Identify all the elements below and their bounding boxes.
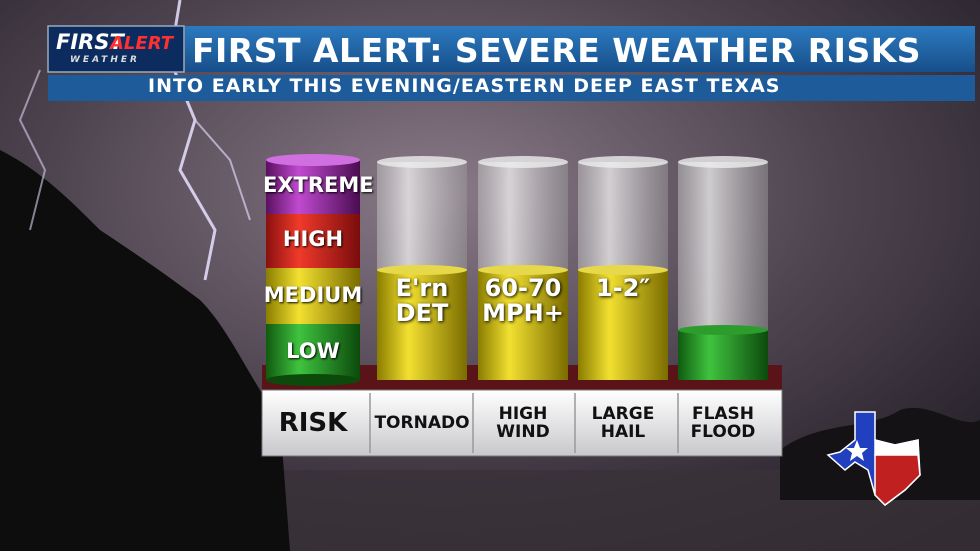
column-label: HIGH WIND xyxy=(496,404,550,442)
fill-text: E'rn DET xyxy=(395,274,449,328)
logo-weather: WEATHER xyxy=(70,55,140,65)
column-label: RISK xyxy=(278,408,348,438)
title: FIRST ALERT: SEVERE WEATHER RISKS xyxy=(192,31,922,70)
subtitle: INTO EARLY THIS EVENING/EASTERN DEEP EAS… xyxy=(148,75,781,97)
column-label: FLASH FLOOD xyxy=(690,404,756,442)
risk-level: EXTREME xyxy=(263,173,374,197)
fill-text: 1-2″ xyxy=(595,274,651,302)
column-label: TORNADO xyxy=(374,413,470,433)
risk-level: MEDIUM xyxy=(263,283,363,307)
logo-alert: ALERT xyxy=(110,33,174,54)
logo-first: FIRST xyxy=(56,30,124,54)
column-label: LARGE HAIL xyxy=(591,404,655,442)
risk-level: LOW xyxy=(286,339,340,363)
fill-text: 60-70 MPH+ xyxy=(482,274,564,328)
risk-level: HIGH xyxy=(282,227,344,251)
